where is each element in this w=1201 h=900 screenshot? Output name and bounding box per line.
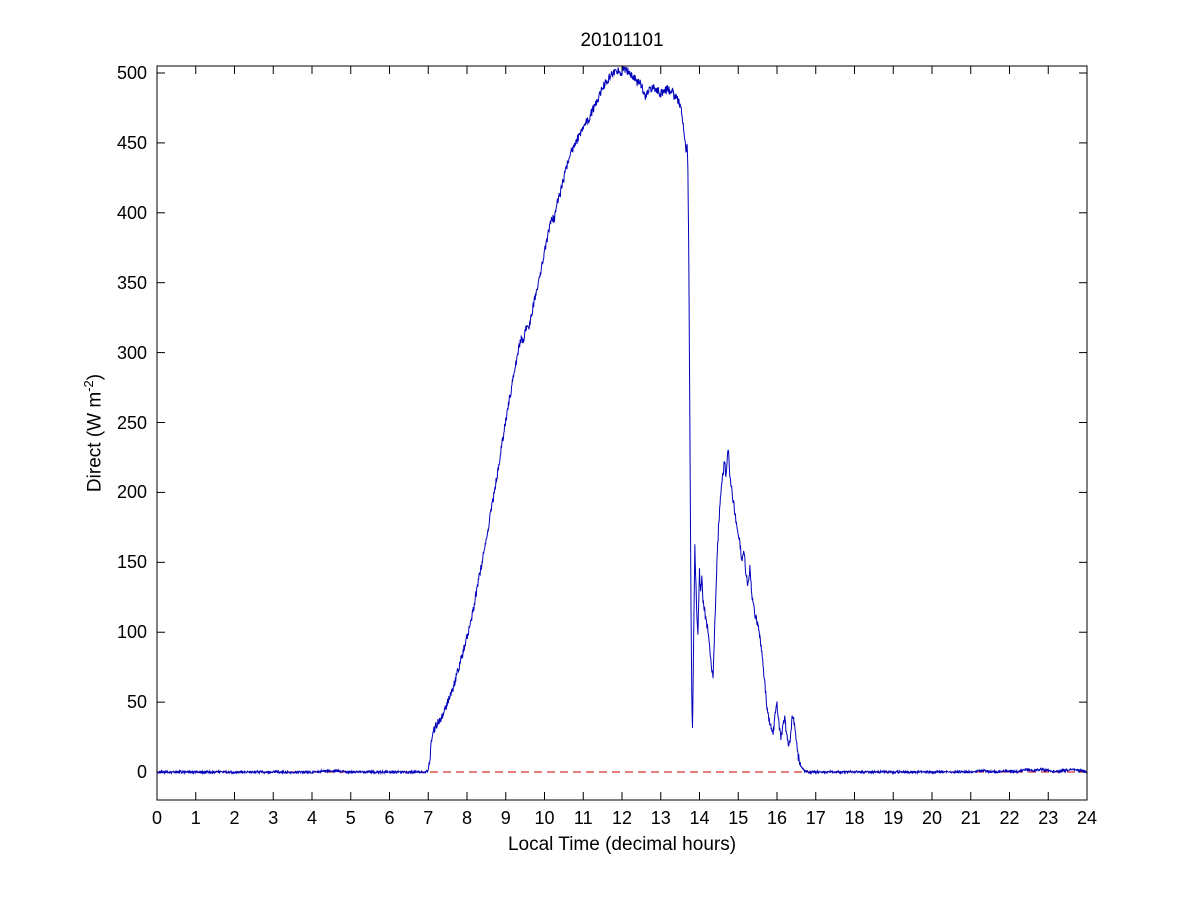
x-tick-label: 22 — [999, 808, 1020, 828]
x-tick-label: 1 — [190, 808, 201, 828]
y-tick-label: 50 — [126, 692, 147, 713]
y-tick-label: 500 — [116, 62, 147, 83]
x-tick-label: 7 — [423, 808, 434, 828]
x-tick-label: 11 — [573, 808, 593, 828]
x-tick-label: 24 — [1076, 808, 1098, 828]
y-tick-label: 250 — [116, 412, 147, 433]
irradiance-line — [157, 66, 1087, 776]
x-tick-label: 18 — [844, 808, 865, 828]
x-tick-label: 20 — [921, 808, 943, 828]
x-tick-label: 5 — [345, 808, 356, 828]
y-tick-label: 450 — [116, 132, 147, 153]
y-tick-label: 150 — [116, 552, 147, 573]
x-tick-label: 8 — [461, 808, 472, 828]
chart-title: 20101101 — [580, 30, 664, 51]
x-tick-label: 13 — [650, 808, 671, 828]
y-axis-label-exponent: -2 — [81, 380, 96, 392]
x-tick-label: 10 — [534, 808, 555, 828]
x-tick-label: 12 — [611, 808, 633, 828]
y-tick-label: 350 — [116, 272, 147, 293]
x-tick-label: 14 — [689, 808, 710, 828]
y-tick-label: 200 — [116, 482, 147, 503]
y-tick-label: 0 — [136, 762, 147, 783]
x-tick-label: 15 — [728, 808, 749, 828]
y-axis-label-suffix: ) — [84, 373, 106, 381]
x-tick-label: 21 — [960, 808, 981, 828]
y-tick-label: 300 — [116, 342, 147, 363]
axes-box — [156, 65, 1088, 801]
x-tick-label: 6 — [384, 808, 395, 828]
x-tick-label: 0 — [151, 808, 162, 828]
x-tick-label: 19 — [883, 808, 904, 828]
x-tick-label: 16 — [766, 808, 788, 828]
x-axis-label: Local Time (decimal hours) — [507, 834, 737, 855]
x-tick-label: 23 — [1038, 808, 1059, 828]
y-axis-label-prefix: Direct (W m — [84, 391, 106, 493]
x-tick-label: 3 — [268, 808, 279, 828]
x-tick-label: 9 — [500, 808, 511, 828]
x-tick-label: 4 — [306, 808, 317, 828]
y-tick-label: 100 — [116, 622, 147, 643]
x-tick-label: 17 — [805, 808, 826, 828]
y-tick-label: 400 — [116, 202, 147, 223]
x-tick-label: 2 — [229, 808, 240, 828]
